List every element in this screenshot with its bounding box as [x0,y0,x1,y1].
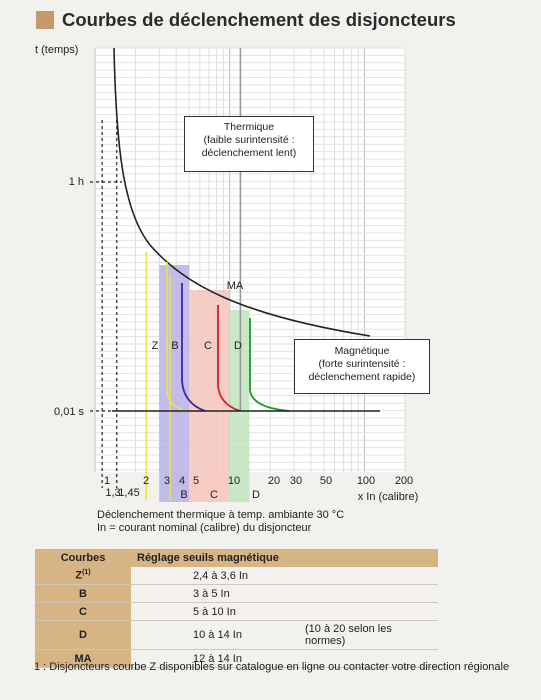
table-cell-note [299,602,438,621]
curve-c [217,305,241,412]
threshold-table: Courbes Réglage seuils magnétique Z(1) 2,… [35,549,438,668]
footnote-marker: (1) [82,569,91,577]
thermal-box-text: Thermique (faible surintensité : déclenc… [201,121,297,159]
curve-label-b: B [171,340,178,352]
table-row: MA 12 à 14 In [35,649,438,668]
table-cell-note [299,584,438,603]
table-cell-note: (10 à 20 selon les normes) [299,620,438,650]
table-cell-threshold: 3 à 5 In [131,584,299,603]
curve-d [249,318,291,412]
table-header-curves: Courbes [35,549,131,567]
x-tick-label: 200 [395,475,413,487]
x-tick-label: 100 [357,475,375,487]
magnetic-box-text: Magnétique (forte surintensité : déclenc… [308,345,416,383]
curve-label-ma: MA [227,280,244,292]
thermal-curve [113,47,371,337]
trip-curve-chart: t (temps) 1 h 0,01 s 11,31,45 2 3 4 5 10 20 30 50 10… [35,44,419,503]
page-title: Courbes de déclenchement des disjoncteur… [36,9,456,31]
x-tick-label: 5 [193,475,199,487]
title-text: Courbes de déclenchement des disjoncteur… [62,9,456,30]
x-tick-label: 50 [320,475,332,487]
curve-b [181,283,206,412]
table-cell-threshold: 10 à 14 In [131,620,299,650]
table-header-row: Courbes Réglage seuils magnétique [35,549,438,567]
curve-label-z: Z [152,340,159,352]
table-cell-note [299,649,438,668]
table-cell-note [299,567,438,585]
zone-c [189,290,230,502]
table-cell-curve: B [35,584,131,603]
x-tick-label: 3 [164,475,170,487]
x-axis-label: x In (calibre) [358,491,419,503]
table-cell-curve: D [35,620,131,650]
x-tick-label: 1 [104,475,110,487]
x-tick-label: 30 [290,475,302,487]
table-cell-curve: Z(1) [35,567,131,585]
thermal-box: Thermique (faible surintensité : déclenc… [184,116,314,172]
x-tick-label: 4 [179,475,185,487]
x-tick-label: 10 [228,475,240,487]
note-thermal: Déclenchement thermique à temp. ambiante… [97,509,345,521]
y-tick-1h: 1 h [69,176,84,188]
x-tick-label: 20 [268,475,280,487]
table-cell-curve: C [35,602,131,621]
x-tick-label: 1,3 [105,487,120,499]
curve-label-c: C [204,340,212,352]
table-cell-curve: MA [35,649,131,668]
magnetic-box: Magnétique (forte surintensité : déclenc… [294,339,430,394]
zone-label-c: C [210,489,218,501]
x-tick-label: 2 [143,475,149,487]
curve-label-d: D [234,340,242,352]
zone-d [229,310,250,502]
zone-b [159,265,190,502]
table-cell-threshold: 2,4 à 3,6 In [131,567,299,585]
table-cell-threshold: 5 à 10 In [131,602,299,621]
y-tick-001s: 0,01 s [54,406,84,418]
zone-label-d: D [252,489,260,501]
table-row: Z(1) 2,4 à 3,6 In [35,567,438,585]
y-axis-label: t (temps) [35,44,78,56]
table-header-threshold: Réglage seuils magnétique [131,549,438,567]
curve-z-knee [166,262,186,412]
table-cell-threshold: 12 à 14 In [131,649,299,668]
note-in: In = courant nominal (calibre) du disjon… [97,522,312,534]
title-square-icon [36,11,54,29]
x-tick-label: 1,45 [118,487,139,499]
footnote: 1 : Disjoncteurs courbe Z disponibles su… [34,661,510,673]
zone-label-b: B [180,489,187,501]
table-row: D 10 à 14 In (10 à 20 selon les normes) [35,620,438,650]
